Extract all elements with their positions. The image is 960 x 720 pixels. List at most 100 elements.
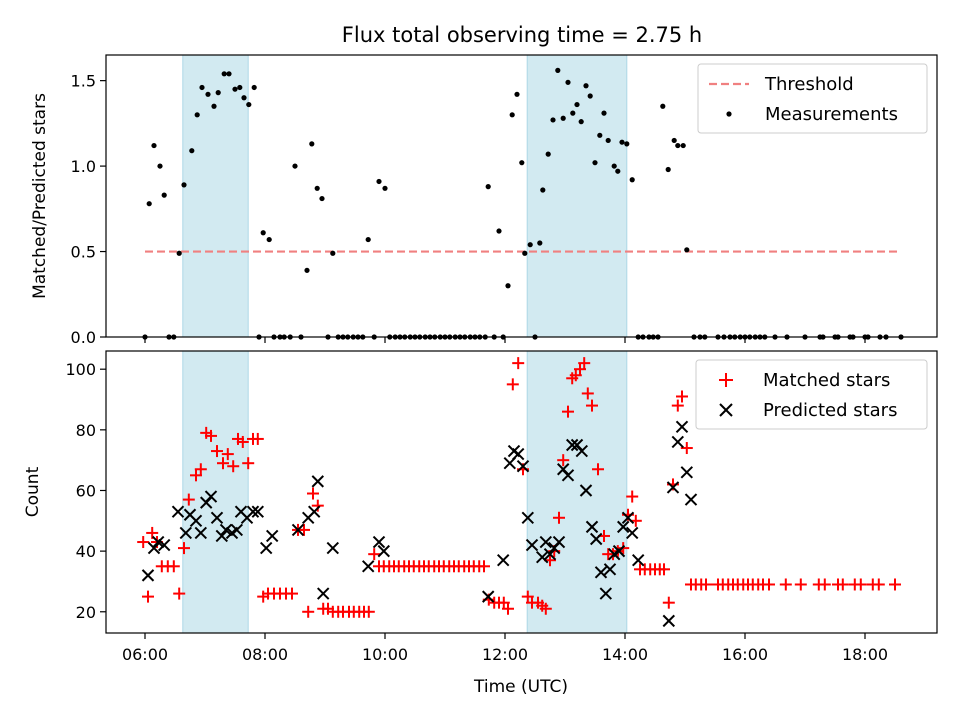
measurement-point [221,71,227,77]
measurement-point [485,184,491,190]
matched-star-point [581,387,594,400]
matched-star-point [497,596,510,609]
bottom-shaded-intervals [182,350,628,634]
matched-star-point [539,602,552,615]
matched-star-point [311,499,324,512]
measurement-point [260,230,266,236]
measurement-point [157,163,163,169]
measurement-point [587,93,593,99]
measurement-point [194,112,200,118]
matched-star-point [569,369,582,382]
measurement-point [601,110,607,116]
top-y-tick-label: 1.5 [71,72,96,91]
predicted-star-point [377,544,391,558]
predicted-star-point [625,526,639,540]
predicted-star-point [496,554,510,567]
matched-star-point [478,560,490,573]
measurement-point [597,132,603,138]
matched-star-point [521,590,534,603]
matched-star-point [763,578,775,591]
measurement-point [611,163,617,169]
predicted-star-point [291,523,305,537]
top-y-ticks: 0.0 0.5 1.0 1.5 [71,72,106,347]
matched-star-point [302,605,315,618]
predicted-star-point [147,541,161,555]
predicted-star-point [539,535,553,549]
predicted-star-point [204,490,218,503]
measurement-point [680,142,686,149]
predicted-star-point [219,523,233,537]
matched-star-point [658,563,670,576]
matched-star-point [662,596,675,609]
matched-star-point [502,602,514,615]
bottom-plot-frame [105,350,938,634]
matched-star-point [626,490,639,503]
bottom-y-ticks: 20 40 60 80 100 [65,360,106,622]
measurement-point [519,160,525,166]
bottom-plot: 20 40 60 80 100 06:00 08:00 10:00 12:00 14:00 16:… [23,350,938,697]
bottom-y-tick-label: 20 [76,603,96,622]
matched-star-point [307,487,319,500]
top-y-tick-label: 0.0 [71,328,96,347]
top-plot-frame [105,54,938,338]
matched-star-point [286,587,298,600]
measurement-point [578,119,584,125]
matched-star-point [142,590,154,603]
measurement-point [565,79,571,85]
measurement-point [555,67,561,73]
matched-star-point [676,390,688,403]
measurement-point [514,91,520,97]
bottom-y-tick-label: 60 [76,481,96,500]
legend-predicted-swatch [719,403,733,417]
measurement-point [237,84,243,91]
x-tick-label: 12:00 [482,645,528,664]
predicted-star-point [151,535,165,549]
chart-title: Flux total observing time = 2.75 h [342,23,702,47]
measurement-point [665,166,671,173]
top-y-axis-label: Matched/Predicted stars [30,93,50,299]
matched-star-point [362,605,375,618]
predicted-star-point [521,511,535,524]
measurement-point [226,71,232,77]
predicted-star-point [316,587,330,600]
measurement-point [505,283,511,289]
measurement-point [522,250,528,256]
measurement-point [241,95,247,101]
measurement-point [319,195,325,202]
legend-matched-swatch [719,373,733,387]
predicted-star-point [575,444,589,458]
measurement-point [246,101,252,108]
predicted-star-point [311,475,325,488]
measurement-point [382,185,388,191]
matched-star-point [586,399,598,412]
top-shaded-intervals [182,54,628,338]
measurement-point [292,163,298,169]
predicted-star-point [684,493,698,506]
predicted-star-point [361,560,375,573]
predicted-star-point [671,435,685,449]
measurement-point [550,117,556,123]
top-y-tick-label: 1.0 [71,157,96,176]
measurement-point [570,110,576,116]
matched-star-point [227,460,240,473]
legend-measurements-swatch [726,111,732,117]
predicted-star-point [481,590,495,603]
measurement-point [527,242,533,248]
measurement-point [583,83,589,89]
top-x-ticks [144,337,866,343]
measurement-point [199,84,205,91]
matched-star-point [889,578,901,591]
predicted-star-point [516,460,530,473]
predicted-star-point [543,547,557,561]
matched-star-point [368,548,381,561]
matched-star-point [854,578,867,591]
measurement-point [671,137,677,144]
measurement-point [615,168,621,174]
predicted-star-point [552,535,566,549]
measurement-point [574,101,580,108]
predicted-star-point [585,520,599,534]
x-tick-label: 10:00 [362,645,408,664]
predicted-star-point [561,469,575,482]
measurement-point [189,148,195,154]
predicted-star-point [631,554,645,567]
